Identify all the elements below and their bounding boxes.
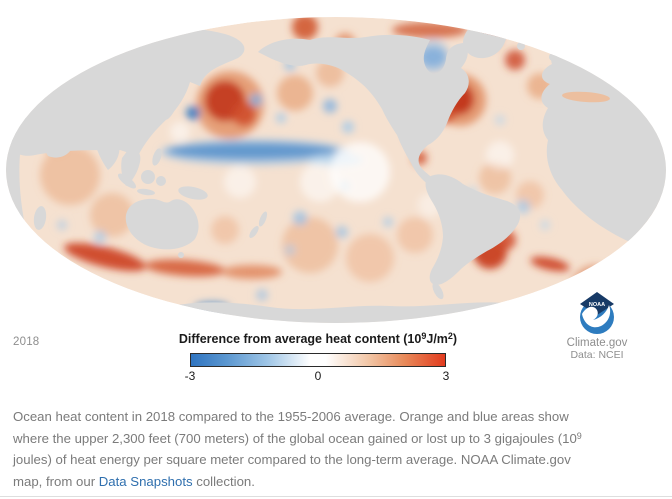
world-heat-map [6,17,666,323]
colorbar-ticks: -3 0 3 [185,369,450,383]
india [93,132,120,170]
north-america [258,34,469,186]
caption-text-1: Ocean heat content in 2018 compared to t… [13,409,577,446]
noaa-logo-text: NOAA [589,302,605,308]
colorbar [190,353,446,367]
japan [165,96,179,120]
antarctica [148,302,562,323]
caption-superscript: 9 [576,430,582,441]
year-label: 2018 [13,336,40,348]
caption-text-2: joules) of heat energy per square meter … [13,452,571,489]
seagull-icon [582,305,611,328]
data-source-label: Data: NCEI [570,349,624,361]
data-snapshots-link[interactable]: Data Snapshots [98,473,193,489]
caption-text-3: collection. [192,473,255,489]
caption: Ocean heat content in 2018 compared to t… [13,406,603,492]
tick-min: -3 [184,369,196,383]
mediterranean [562,91,610,103]
noaa-logo-icon: NOAA [580,292,614,334]
tick-max: 3 [442,369,450,383]
legend-title: Difference from average heat content (10… [178,331,458,347]
bottom-divider [0,496,672,497]
tick-mid: 0 [314,369,322,383]
site-label: Climate.gov [566,337,628,349]
south-america [425,174,521,285]
branding: NOAA Climate.gov Data: NCEI [552,291,642,361]
australia [125,198,199,250]
